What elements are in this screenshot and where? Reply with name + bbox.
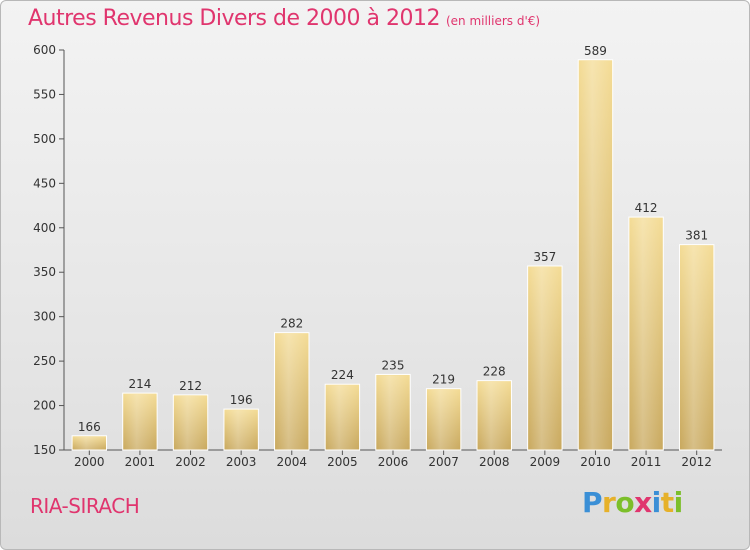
bar-highlight bbox=[478, 381, 511, 450]
x-tick-label: 2008 bbox=[479, 455, 510, 469]
x-tick-label: 2000 bbox=[74, 455, 105, 469]
bar-highlight bbox=[528, 267, 562, 450]
bar-value-label: 224 bbox=[331, 368, 354, 382]
logo-letter: i bbox=[651, 486, 662, 519]
y-tick-label: 150 bbox=[33, 443, 56, 457]
chart-title: Autres Revenus Divers de 2000 à 2012 (en … bbox=[28, 6, 540, 31]
logo-letter: P bbox=[582, 486, 603, 519]
x-tick-label: 2005 bbox=[327, 455, 358, 469]
bar-highlight bbox=[224, 410, 258, 450]
bar-value-label: 166 bbox=[78, 420, 101, 434]
bar-highlight bbox=[123, 394, 157, 450]
logo-letter: i bbox=[673, 486, 684, 519]
commune-name: RIA-SIRACH bbox=[30, 494, 140, 518]
x-tick-label: 2007 bbox=[428, 455, 459, 469]
bar-value-label: 212 bbox=[179, 379, 202, 393]
bar-value-label: 214 bbox=[128, 377, 151, 391]
bar-value-label: 196 bbox=[230, 393, 253, 407]
y-tick-label: 200 bbox=[33, 399, 56, 413]
logo-letter: t bbox=[660, 486, 674, 519]
bar-value-label: 357 bbox=[533, 250, 556, 264]
bar-highlight bbox=[427, 389, 460, 450]
bar-highlight bbox=[376, 375, 410, 450]
x-tick-label: 2001 bbox=[125, 455, 156, 469]
bar-value-label: 282 bbox=[280, 317, 303, 331]
x-tick-label: 2006 bbox=[378, 455, 409, 469]
y-tick-label: 400 bbox=[33, 221, 56, 235]
x-tick-label: 2004 bbox=[276, 455, 307, 469]
x-tick-label: 2002 bbox=[175, 455, 206, 469]
y-tick-label: 450 bbox=[33, 176, 56, 190]
y-tick-label: 500 bbox=[33, 132, 56, 146]
y-tick-label: 350 bbox=[33, 265, 56, 279]
y-tick-label: 250 bbox=[33, 354, 56, 368]
bar-value-label: 589 bbox=[584, 44, 607, 58]
x-tick-label: 2011 bbox=[631, 455, 662, 469]
bar-highlight bbox=[326, 385, 359, 450]
bar-highlight bbox=[174, 395, 207, 450]
bar-highlight bbox=[629, 218, 663, 450]
x-tick-label: 2009 bbox=[530, 455, 561, 469]
bar-value-label: 412 bbox=[635, 201, 658, 215]
y-tick-label: 600 bbox=[33, 43, 56, 57]
bar-highlight bbox=[680, 245, 713, 450]
bar-highlight bbox=[579, 60, 612, 451]
logo-letter: o bbox=[615, 486, 635, 519]
bar-highlight bbox=[275, 333, 308, 450]
proxiti-logo: Proxiti bbox=[582, 486, 683, 519]
y-tick-label: 550 bbox=[33, 87, 56, 101]
bar-value-label: 381 bbox=[685, 229, 708, 243]
x-tick-label: 2003 bbox=[226, 455, 257, 469]
bar-highlight bbox=[73, 436, 106, 450]
x-tick-label: 2010 bbox=[580, 455, 611, 469]
y-tick-label: 300 bbox=[33, 310, 56, 324]
bar-value-label: 219 bbox=[432, 373, 455, 387]
logo-letter: x bbox=[634, 486, 652, 519]
chart-title-text: Autres Revenus Divers de 2000 à 2012 bbox=[28, 6, 440, 31]
logo-letter: r bbox=[602, 486, 616, 519]
chart-subtitle: (en milliers d'€) bbox=[445, 14, 541, 28]
x-tick-label: 2012 bbox=[681, 455, 712, 469]
bar-value-label: 228 bbox=[483, 365, 506, 379]
bar-value-label: 235 bbox=[382, 358, 405, 372]
